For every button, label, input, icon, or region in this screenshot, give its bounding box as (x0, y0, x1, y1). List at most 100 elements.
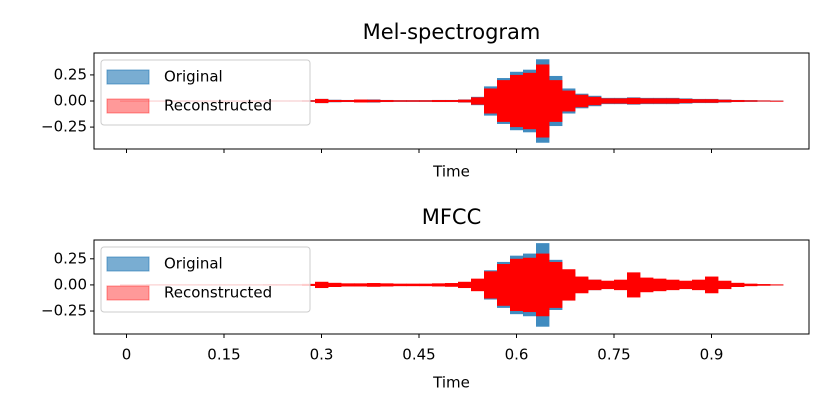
envelope-bar (523, 72, 537, 130)
chart-title: MFCC (422, 205, 482, 229)
legend-box (100, 59, 311, 126)
envelope-bar (614, 98, 628, 104)
y-tick-label: −0.25 (41, 302, 87, 320)
x-axis-label: Time (432, 163, 470, 181)
envelope-bar (575, 94, 589, 108)
envelope-bar (367, 99, 381, 103)
envelope-bar (744, 283, 758, 287)
envelope-bar (458, 281, 472, 289)
y-tick-label: 0.00 (54, 275, 87, 293)
envelope-bar (393, 283, 407, 287)
legend-label: Reconstructed (164, 97, 272, 115)
envelope-bar (393, 100, 407, 102)
envelope-bar (614, 279, 628, 291)
y-tick-label: −0.25 (41, 118, 87, 136)
envelope-bar (679, 280, 693, 290)
envelope-bar (562, 269, 576, 301)
envelope-bar (731, 100, 745, 102)
y-tick-label: 0.25 (54, 65, 87, 83)
envelope-bar (341, 283, 355, 287)
envelope-bar (666, 279, 680, 291)
envelope-bar (731, 282, 745, 287)
envelope-bar (653, 278, 667, 292)
envelope-bar (497, 264, 511, 306)
envelope-bar (536, 64, 550, 138)
x-axis-label: Time (432, 374, 470, 392)
legend-box (100, 246, 311, 313)
envelope-bar (744, 100, 758, 102)
envelope-bar (445, 100, 459, 102)
envelope-bar (601, 280, 615, 290)
envelope-bar (692, 279, 706, 291)
legend-swatch (106, 98, 150, 114)
envelope-bar (770, 100, 784, 102)
x-tick-label: 0.9 (700, 346, 724, 364)
legend-swatch (106, 256, 150, 272)
x-tick-label: 0 (122, 346, 132, 364)
legend-label: Original (164, 255, 223, 273)
envelope-bar (484, 88, 498, 114)
envelope-bar (328, 282, 342, 287)
envelope-bar (679, 98, 693, 104)
envelope-bar (510, 74, 524, 128)
envelope-bar (523, 257, 537, 313)
x-tick-label: 0.75 (597, 346, 630, 364)
envelope-bar (380, 283, 394, 287)
envelope-bar (419, 283, 433, 287)
envelope-bar (640, 277, 654, 293)
envelope-bar (354, 99, 368, 103)
x-tick-label: 0.45 (402, 346, 435, 364)
legend-swatch (106, 285, 150, 301)
x-tick-label: 0.3 (310, 346, 334, 364)
envelope-bar (666, 98, 680, 104)
x-tick-label: 0.6 (505, 346, 529, 364)
envelope-bar (601, 98, 615, 104)
envelope-bar (770, 284, 784, 286)
envelope-bar (653, 98, 667, 104)
envelope-bar (705, 99, 719, 103)
envelope-bar (471, 97, 485, 105)
y-tick-label: 0.00 (54, 92, 87, 110)
envelope-bar (588, 96, 602, 106)
envelope-bar (692, 99, 706, 103)
envelope-bar (497, 80, 511, 122)
envelope-bar (588, 279, 602, 291)
envelope-bar (419, 100, 433, 102)
envelope-bar (445, 283, 459, 287)
envelope-bar (549, 80, 563, 122)
envelope-bar (640, 98, 654, 104)
y-tick-label: 0.25 (54, 249, 87, 267)
envelope-bar (380, 100, 394, 102)
envelope-bar (718, 280, 732, 290)
envelope-bar (562, 90, 576, 112)
envelope-bar (536, 253, 550, 317)
envelope-bar (484, 271, 498, 299)
x-tick-label: 0.15 (207, 346, 240, 364)
envelope-bar (627, 272, 641, 298)
envelope-bar (471, 278, 485, 292)
envelope-bar (432, 100, 446, 102)
envelope-bar (757, 284, 771, 286)
envelope-bar (432, 283, 446, 287)
envelope-bar (458, 99, 472, 103)
envelope-bar (575, 276, 589, 294)
envelope-bar (315, 98, 329, 104)
legend-swatch (106, 69, 150, 85)
envelope-bar (718, 99, 732, 103)
envelope-bar (627, 97, 641, 105)
envelope-bar (315, 281, 329, 289)
envelope-bar (354, 283, 368, 287)
envelope-bar (705, 276, 719, 294)
legend-label: Reconstructed (164, 284, 272, 302)
envelope-bar (328, 99, 342, 103)
envelope-bar (367, 283, 381, 287)
envelope-bar (510, 258, 524, 312)
envelope-bar (757, 100, 771, 102)
envelope-bar (549, 261, 563, 308)
chart-title: Mel-spectrogram (363, 20, 541, 44)
axes-frame (93, 239, 810, 335)
plot-area (120, 59, 784, 143)
legend-label: Original (164, 68, 223, 86)
